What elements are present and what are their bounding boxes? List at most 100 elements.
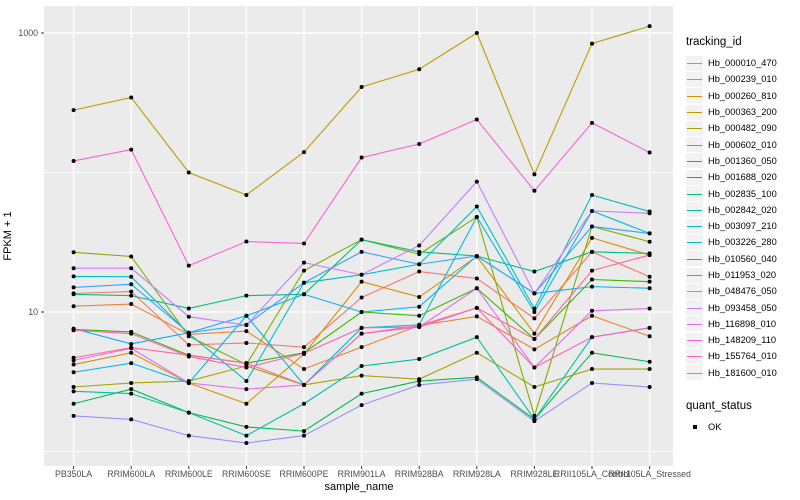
data-point [532, 419, 537, 424]
legend-key-line [687, 144, 702, 146]
legend-entry-label: Hb_155764_010 [708, 351, 777, 362]
data-point [359, 364, 364, 369]
data-point [244, 192, 249, 197]
data-point [129, 302, 134, 307]
data-point [532, 384, 537, 389]
x-tick-label: RRIM600LA [107, 469, 155, 479]
black-point-icon [692, 425, 697, 430]
data-point [647, 286, 652, 291]
data-point [302, 280, 306, 285]
legend-key-swatch [686, 267, 703, 283]
data-point [71, 108, 76, 113]
legend-key-line [687, 275, 702, 276]
data-point [71, 401, 76, 406]
data-point [532, 337, 537, 342]
data-point [647, 24, 652, 29]
legend-key-swatch [686, 88, 703, 104]
data-point [129, 147, 134, 152]
data-point [129, 341, 134, 346]
data-point [359, 391, 364, 396]
legend-entry: Hb_000260_810 [686, 88, 798, 104]
status-legend-entries: OK [686, 419, 798, 435]
data-point [647, 274, 652, 279]
y-tick-label: 1000 [18, 28, 38, 38]
data-point [590, 380, 594, 385]
data-point [244, 401, 249, 406]
legend-entry: Hb_002842_020 [686, 202, 798, 218]
status-legend-label: OK [708, 422, 722, 433]
data-point [71, 362, 76, 367]
data-point [647, 211, 652, 216]
data-point [590, 367, 594, 372]
data-point [71, 304, 76, 309]
data-point [417, 243, 422, 248]
data-point [532, 269, 537, 274]
data-point [590, 277, 594, 282]
data-point [474, 335, 479, 340]
legend-key-swatch [686, 169, 703, 185]
data-point [474, 254, 479, 259]
data-point [647, 325, 652, 330]
data-point [129, 350, 134, 355]
legend-key-line [687, 209, 702, 211]
data-point [302, 268, 306, 273]
data-point [647, 384, 652, 389]
data-point [647, 306, 652, 311]
legend-key-line [687, 356, 702, 358]
data-point [417, 357, 422, 362]
data-point [359, 85, 364, 90]
legend-key-line [687, 340, 702, 342]
data-point [474, 276, 479, 281]
x-tick-label: RRIM928LE [510, 469, 558, 479]
data-point [474, 314, 479, 319]
data-point [186, 433, 191, 438]
legend-key-swatch [686, 365, 703, 381]
data-point [474, 179, 479, 184]
data-point [590, 224, 594, 229]
data-point [647, 231, 652, 236]
data-point [129, 380, 134, 385]
legend-entry-label: Hb_000602_010 [708, 139, 777, 150]
data-point [71, 413, 76, 418]
legend-key-line [687, 307, 702, 309]
data-point [417, 67, 422, 72]
legend-key-line [687, 79, 702, 81]
legend-entry-label: Hb_148209_110 [708, 335, 777, 346]
legend-key-line [687, 160, 702, 162]
data-point [244, 365, 249, 370]
data-point [302, 401, 306, 406]
legend-entry-label: Hb_116898_010 [708, 318, 777, 329]
legend-entry-label: Hb_002835_100 [708, 188, 777, 199]
legend-key-line [687, 128, 702, 130]
data-point [359, 155, 364, 160]
data-point [244, 329, 249, 334]
data-point [244, 361, 249, 366]
legend-entry: Hb_002835_100 [686, 185, 798, 202]
data-point [417, 313, 422, 318]
data-point [244, 424, 249, 429]
x-tick-label: RRIM928BA [395, 469, 444, 479]
data-point [647, 279, 652, 284]
data-point [71, 389, 76, 394]
legend-key-swatch [686, 300, 703, 316]
data-point [417, 295, 422, 300]
y-tick-label: 10 [28, 307, 38, 317]
data-point [302, 241, 306, 246]
legend-key-swatch [686, 153, 703, 169]
legend-key-line [687, 291, 702, 293]
legend-key-swatch [686, 332, 703, 348]
legend-key-swatch [686, 316, 703, 332]
data-point [129, 345, 134, 350]
data-point [532, 306, 537, 311]
data-point [302, 382, 306, 387]
status-legend-entry: OK [686, 419, 798, 435]
data-point [532, 316, 537, 321]
data-point [647, 150, 652, 155]
legend-key-swatch [686, 120, 703, 136]
legend-entry-label: Hb_000482_090 [708, 123, 777, 134]
legend-key-line [687, 242, 702, 244]
data-point [129, 391, 134, 396]
legend-entry: Hb_148209_110 [686, 332, 798, 348]
x-tick-label: RRII105LA_Control [554, 469, 630, 479]
